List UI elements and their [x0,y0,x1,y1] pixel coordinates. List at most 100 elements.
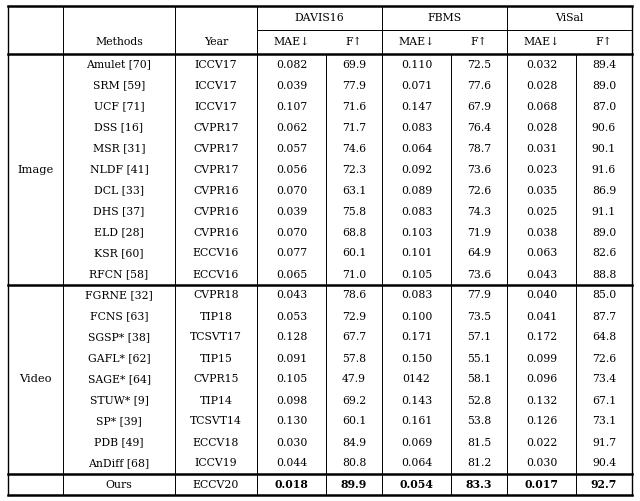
Text: ICCV17: ICCV17 [195,102,237,112]
Text: 77.9: 77.9 [467,291,491,301]
Text: 91.6: 91.6 [592,164,616,174]
Text: TIP15: TIP15 [200,354,232,364]
Text: 0.023: 0.023 [526,164,557,174]
Text: 84.9: 84.9 [342,437,366,447]
Text: 85.0: 85.0 [592,291,616,301]
Text: 0.099: 0.099 [526,354,557,364]
Text: 77.9: 77.9 [342,81,366,91]
Text: 0.039: 0.039 [276,81,307,91]
Text: 67.7: 67.7 [342,333,366,343]
Text: 72.5: 72.5 [467,60,491,70]
Text: ECCV16: ECCV16 [193,248,239,259]
Text: ViSal: ViSal [556,13,584,23]
Text: TCSVT14: TCSVT14 [190,416,242,426]
Text: MAE↓: MAE↓ [398,37,435,47]
Text: 81.5: 81.5 [467,437,491,447]
Text: 92.7: 92.7 [591,479,617,490]
Text: 89.9: 89.9 [341,479,367,490]
Text: 0.035: 0.035 [526,185,557,195]
Text: 69.2: 69.2 [342,395,366,405]
Text: DAVIS16: DAVIS16 [294,13,344,23]
Text: ECCV20: ECCV20 [193,479,239,489]
Text: 0.039: 0.039 [276,206,307,216]
Text: 0.132: 0.132 [526,395,557,405]
Text: 74.3: 74.3 [467,206,491,216]
Text: 0142: 0142 [403,375,431,384]
Text: 71.0: 71.0 [342,270,366,280]
Text: 0.057: 0.057 [276,143,307,153]
Text: KSR [60]: KSR [60] [94,248,144,259]
Text: ICCV19: ICCV19 [195,458,237,468]
Text: 0.096: 0.096 [526,375,557,384]
Text: 0.065: 0.065 [276,270,307,280]
Text: CVPR16: CVPR16 [193,227,239,237]
Text: 0.017: 0.017 [525,479,559,490]
Text: 0.143: 0.143 [401,395,432,405]
Text: 52.8: 52.8 [467,395,491,405]
Text: FBMS: FBMS [428,13,461,23]
Text: SRM [59]: SRM [59] [93,81,145,91]
Text: 86.9: 86.9 [592,185,616,195]
Text: 0.018: 0.018 [275,479,308,490]
Text: 90.6: 90.6 [592,123,616,132]
Text: 0.128: 0.128 [276,333,307,343]
Text: 0.172: 0.172 [526,333,557,343]
Text: 64.9: 64.9 [467,248,491,259]
Text: 0.068: 0.068 [526,102,557,112]
Text: 87.7: 87.7 [592,312,616,322]
Text: 87.0: 87.0 [592,102,616,112]
Text: AnDiff [68]: AnDiff [68] [88,458,150,468]
Text: 0.028: 0.028 [526,123,557,132]
Text: 69.9: 69.9 [342,60,366,70]
Text: 73.4: 73.4 [592,375,616,384]
Text: 0.032: 0.032 [526,60,557,70]
Text: 0.105: 0.105 [276,375,307,384]
Text: 75.8: 75.8 [342,206,366,216]
Text: 0.030: 0.030 [526,458,557,468]
Text: 90.1: 90.1 [592,143,616,153]
Text: TCSVT17: TCSVT17 [190,333,242,343]
Text: 67.1: 67.1 [592,395,616,405]
Text: 91.1: 91.1 [592,206,616,216]
Text: 0.022: 0.022 [526,437,557,447]
Text: CVPR16: CVPR16 [193,206,239,216]
Text: 0.098: 0.098 [276,395,307,405]
Text: Year: Year [204,37,228,47]
Text: 0.130: 0.130 [276,416,307,426]
Text: 74.6: 74.6 [342,143,366,153]
Text: 64.8: 64.8 [592,333,616,343]
Text: 0.043: 0.043 [526,270,557,280]
Text: 88.8: 88.8 [592,270,616,280]
Text: 71.9: 71.9 [467,227,491,237]
Text: 0.041: 0.041 [526,312,557,322]
Text: 0.064: 0.064 [401,143,432,153]
Text: 72.3: 72.3 [342,164,366,174]
Text: 72.9: 72.9 [342,312,366,322]
Text: MAE↓: MAE↓ [524,37,559,47]
Text: 71.6: 71.6 [342,102,366,112]
Text: Video: Video [19,375,52,384]
Text: 78.6: 78.6 [342,291,366,301]
Text: 0.101: 0.101 [401,248,432,259]
Text: ICCV17: ICCV17 [195,81,237,91]
Text: 0.070: 0.070 [276,185,307,195]
Text: 60.1: 60.1 [342,248,366,259]
Text: 0.031: 0.031 [526,143,557,153]
Text: 53.8: 53.8 [467,416,491,426]
Text: 0.110: 0.110 [401,60,432,70]
Text: 68.8: 68.8 [342,227,366,237]
Text: 80.8: 80.8 [342,458,366,468]
Text: 0.025: 0.025 [526,206,557,216]
Text: 0.103: 0.103 [401,227,432,237]
Text: 47.9: 47.9 [342,375,366,384]
Text: F↑: F↑ [470,37,488,47]
Text: 57.8: 57.8 [342,354,366,364]
Text: 91.7: 91.7 [592,437,616,447]
Text: SGSP* [38]: SGSP* [38] [88,333,150,343]
Text: 0.083: 0.083 [401,123,432,132]
Text: 0.091: 0.091 [276,354,307,364]
Text: 0.126: 0.126 [526,416,557,426]
Text: PDB [49]: PDB [49] [94,437,144,447]
Text: 90.4: 90.4 [592,458,616,468]
Text: 0.147: 0.147 [401,102,432,112]
